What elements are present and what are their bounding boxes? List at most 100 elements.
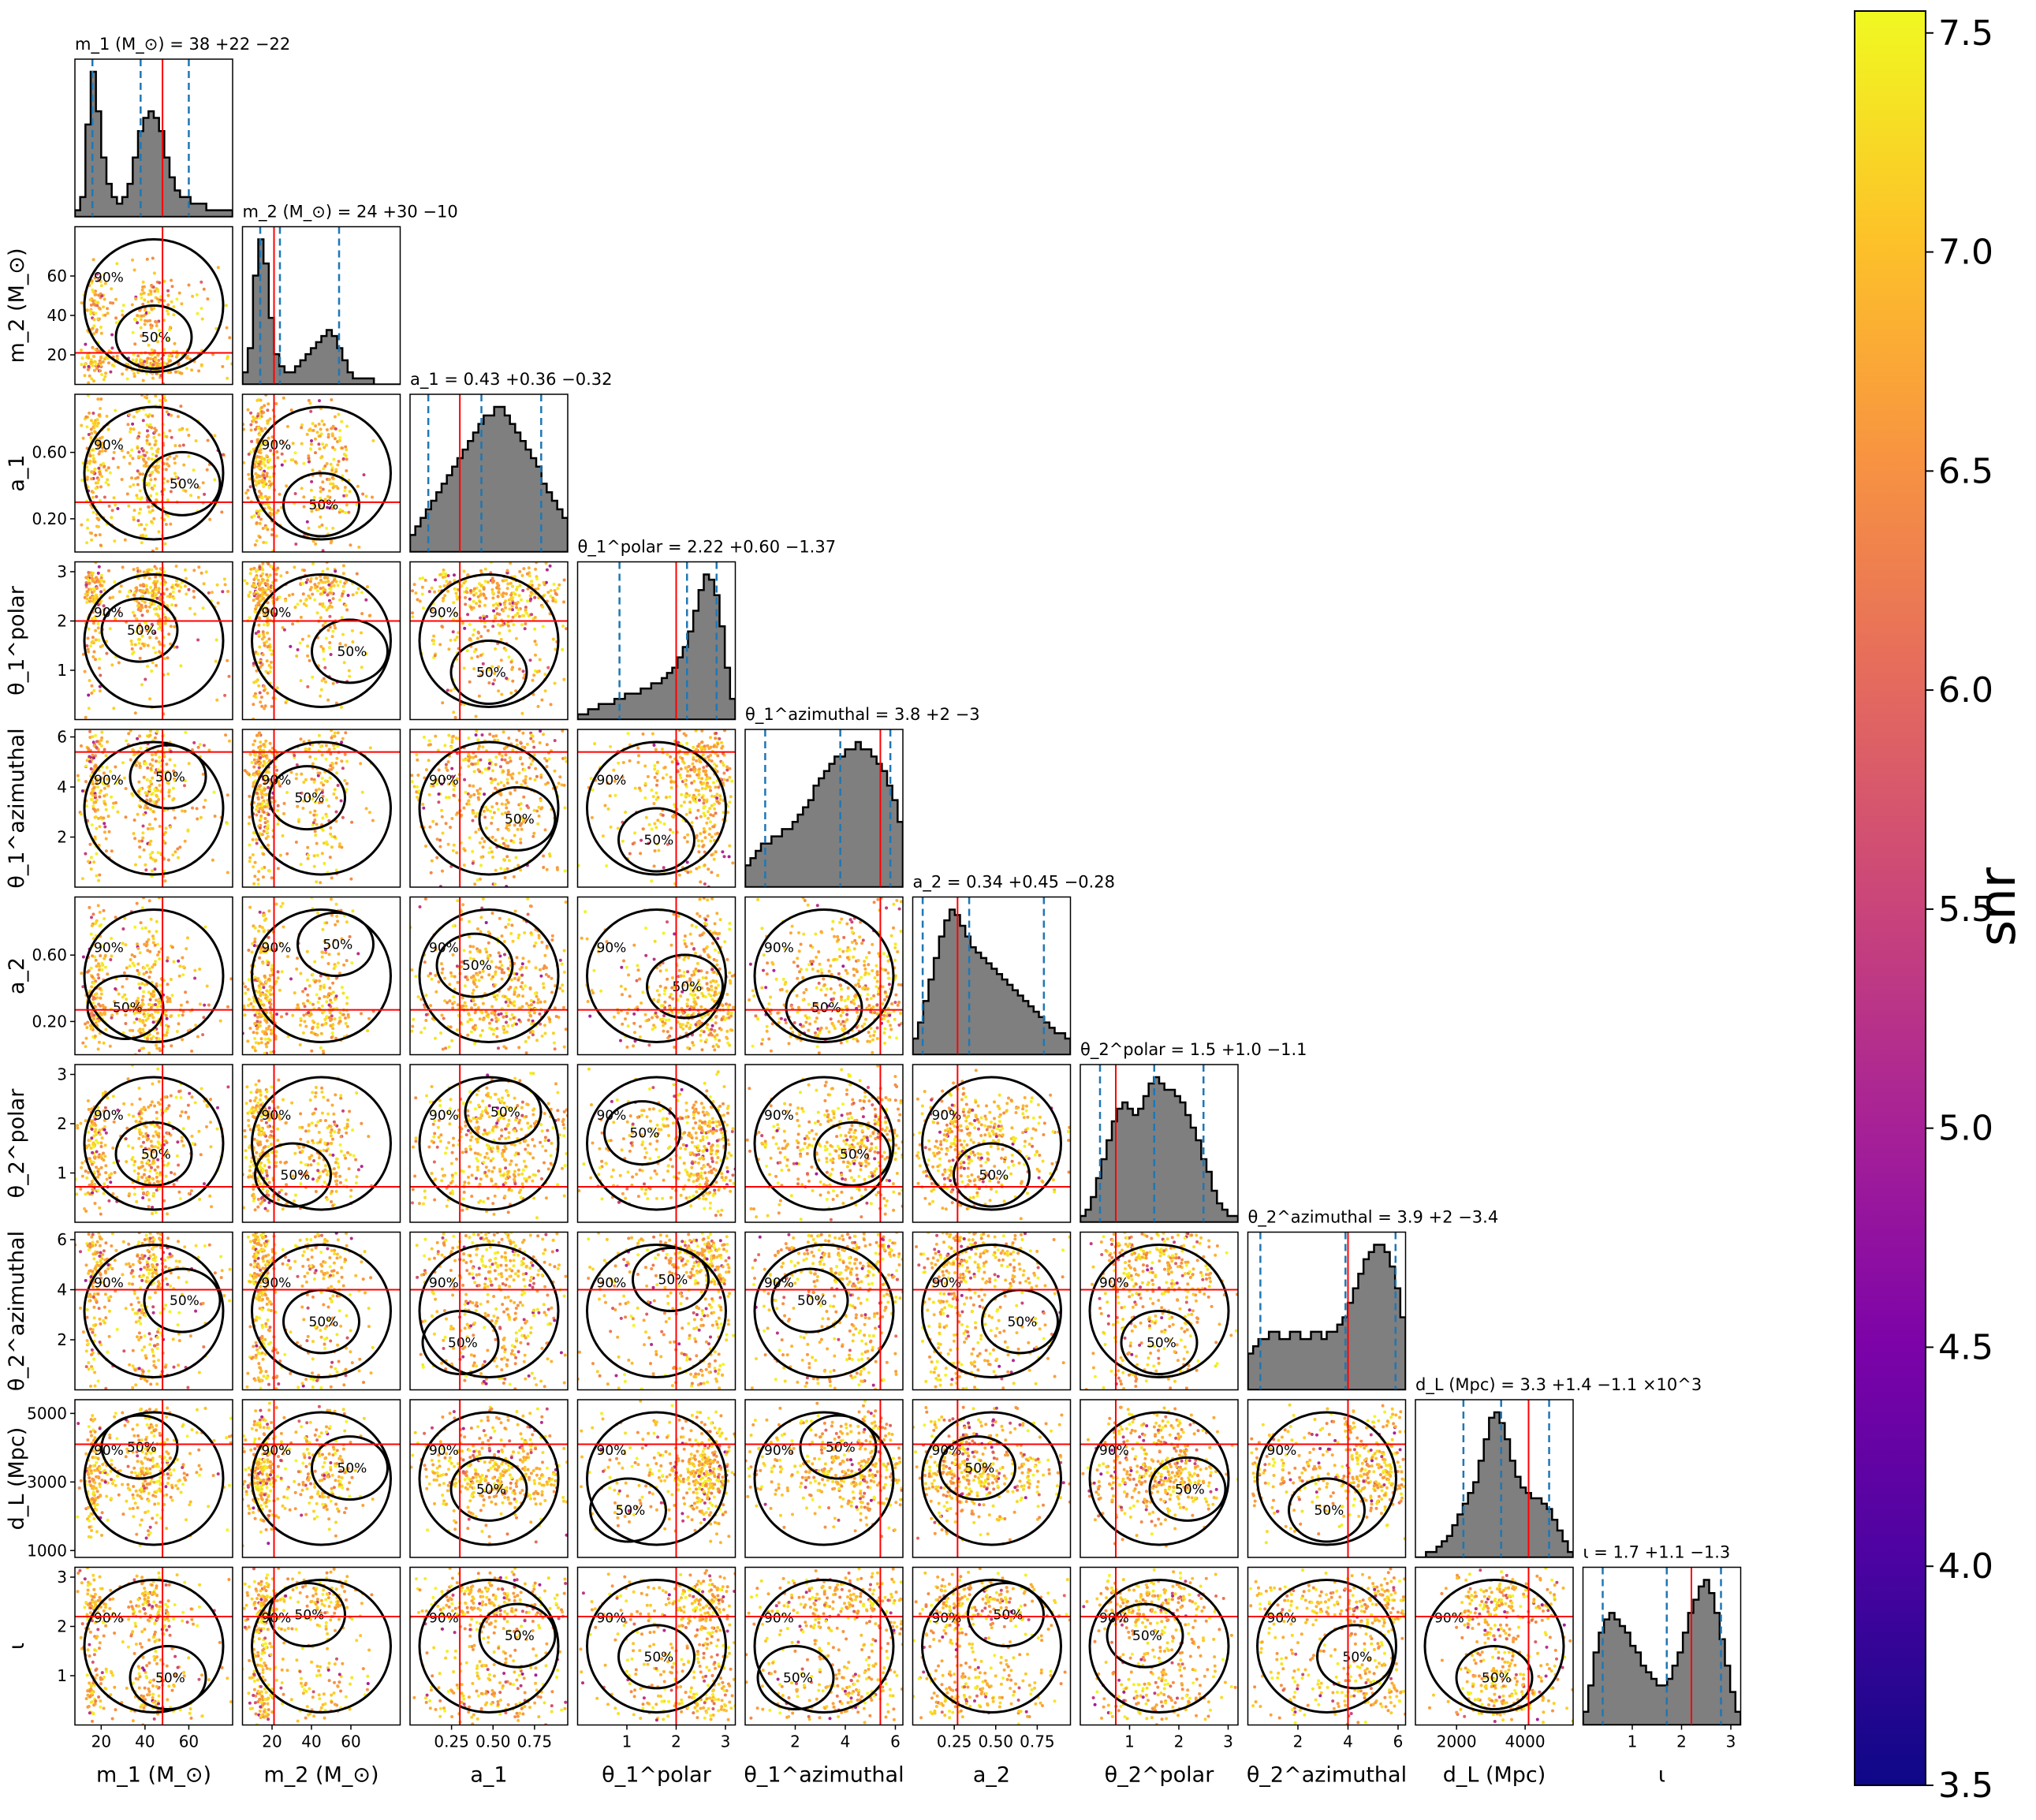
sample-point [140,603,144,607]
sample-point [672,780,676,784]
sample-point [264,541,268,545]
sample-point [532,673,536,677]
sample-point [170,477,173,481]
sample-point [712,825,716,829]
sample-point [257,632,261,636]
sample-point [712,762,716,766]
sample-point [129,729,132,733]
sample-point [512,591,516,595]
sample-point [331,526,335,530]
sample-point [137,450,141,454]
sample-point [151,1016,155,1020]
sample-point [313,830,317,834]
sample-point [211,858,214,862]
sample-point [248,860,252,863]
sample-point [145,940,149,944]
sample-point [140,589,144,593]
sample-point [330,476,334,479]
sample-point [535,575,539,579]
sample-point [112,707,116,710]
sample-point [330,876,334,880]
sample-point [91,753,95,757]
sample-point [633,786,637,790]
sample-point [697,776,701,780]
sample-point [285,571,289,574]
sample-point [259,788,263,792]
sample-point [94,764,98,768]
sample-point [698,767,701,771]
sample-point [515,781,519,785]
sample-point [343,486,347,490]
sample-point [103,965,107,969]
sample-point [104,849,108,853]
sample-point [487,580,490,584]
sample-point [710,804,714,807]
contour-label-50: 50% [170,476,199,492]
sample-point [481,845,485,849]
sample-point [543,828,547,832]
sample-point [243,769,247,773]
sample-point [137,431,141,435]
sample-point [348,674,352,678]
sample-point [527,766,531,770]
panel-theta1_azimuthal-vs-theta1_azimuthal: θ_1^azimuthal = 3.8 +2 −3 [744,705,980,888]
sample-point [170,603,174,607]
sample-point [270,595,274,599]
sample-point [524,606,528,610]
sample-point [680,793,684,796]
sample-point [144,791,147,795]
sample-point [282,440,285,444]
sample-point [134,297,138,300]
sample-point [92,332,95,336]
sample-point [547,757,551,761]
sample-point [278,941,282,945]
sample-point [185,1000,189,1004]
sample-point [331,681,335,685]
sample-point [706,744,710,748]
sample-point [318,504,322,507]
sample-point [151,758,155,762]
sample-point [300,487,304,490]
sample-point [653,822,657,826]
sample-point [143,806,147,810]
sample-point [256,630,260,633]
contour-label-50: 50% [337,644,367,660]
sample-point [314,451,317,455]
sample-point [712,857,716,861]
sample-point [208,517,212,521]
sample-point [301,582,305,585]
sample-point [350,820,354,824]
contour-label-90: 90% [94,270,124,286]
sample-point [371,495,374,499]
sample-point [557,781,561,785]
sample-point [106,784,110,788]
sample-point [316,774,320,778]
sample-point [155,546,158,550]
sample-point [464,579,468,583]
sample-point [154,575,158,579]
sample-point [700,748,703,751]
sample-point [338,436,342,439]
sample-point [103,1005,107,1009]
sample-point [466,613,470,617]
sample-point [323,576,326,580]
sample-point [697,865,701,869]
sample-point [130,476,133,480]
sample-point [121,761,125,765]
sample-point [475,729,479,733]
sample-point [175,1030,179,1033]
sample-point [452,788,456,792]
sample-point [93,835,97,839]
sample-point [684,812,688,816]
sample-point [274,401,278,405]
sample-point [96,397,100,401]
sample-point [142,1031,146,1035]
sample-point [157,798,161,801]
sample-point [267,935,270,939]
sample-point [321,816,325,820]
sample-point [155,793,158,797]
sample-point [494,778,498,781]
panel-theta1_polar-vs-theta1_polar: θ_1^polar = 2.22 +0.60 −1.37 [576,538,836,721]
sample-point [101,643,105,647]
sample-point [126,451,130,454]
